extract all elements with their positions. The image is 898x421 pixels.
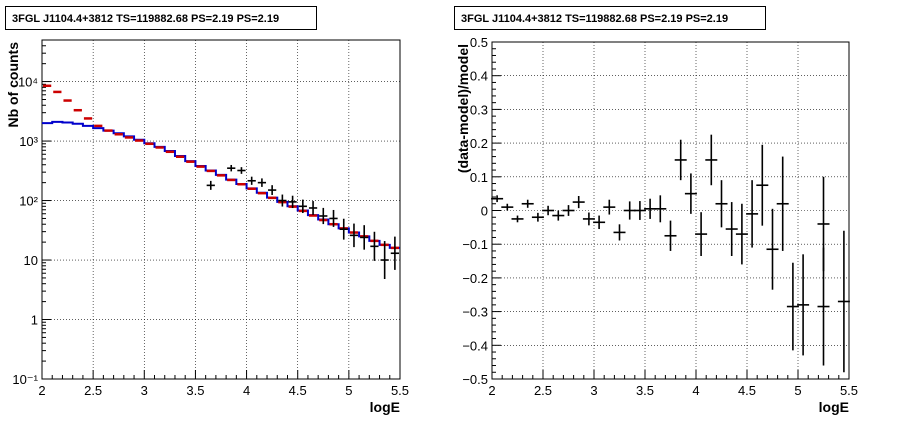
right-x-tick-label: 3 [590,383,597,398]
right-x-axis-label: logE [819,399,849,415]
left-x-tick-label: 4 [243,383,250,398]
left-x-tick-label: 2 [38,383,45,398]
left-x-tick-label: 4.5 [289,383,307,398]
right-x-tick-label: 3.5 [636,383,654,398]
left-y-axis-label: Nb of counts [5,42,21,128]
counts-chart: 2 2.5 3 3.5 4 4.5 5 5.5 10⁻¹ 1 10 10² 10³ 10⁴ logE Nb o… [5,39,409,415]
right-y-axis-label: (data-model)/model [455,44,471,173]
left-x-axis-label: logE [370,399,400,415]
right-y-tick-label: −0.5 [462,372,488,387]
right-y-tick-label: −0.4 [462,338,488,353]
right-x-tick-label: 5.5 [840,383,858,398]
right-chart-title: 3FGL J1104.4+3812 TS=119882.68 PS=2.19 P… [454,6,766,30]
left-chart-title: 3FGL J1104.4+3812 TS=119882.68 PS=2.19 P… [5,6,317,30]
left-chart-panel: 3FGL J1104.4+3812 TS=119882.68 PS=2.19 P… [5,6,409,415]
right-x-tick-label: 4 [692,383,699,398]
left-x-tick-label: 5 [345,383,352,398]
residual-chart: 2 2.5 3 3.5 4 4.5 5 5.5 −0.5 −0.4 −0.3 −0.2 −0.1 0 0.1… [455,35,858,415]
right-y-tick-label: 0 [481,204,488,219]
right-x-tick-label: 5 [794,383,801,398]
left-y-tick-label: 10⁴ [18,75,38,90]
left-plot-frame [41,39,401,380]
right-x-tick-label: 4.5 [738,383,756,398]
right-x-tick-label: 2.5 [534,383,552,398]
left-x-tick-label: 3 [141,383,148,398]
right-y-tick-label: 0.3 [470,102,488,117]
right-x-tick-label: 2 [488,383,495,398]
left-y-tick-label: 10 [24,253,38,268]
left-x-tick-label: 3.5 [186,383,204,398]
right-y-tick-label: −0.2 [462,271,488,286]
right-y-tick-label: −0.3 [462,305,488,320]
right-y-tick-label: 0.2 [470,136,488,151]
right-y-tick-label: −0.1 [462,237,488,252]
left-x-tick-label: 2.5 [84,383,102,398]
left-x-tick-label: 5.5 [391,383,409,398]
right-chart-panel: 3FGL J1104.4+3812 TS=119882.68 PS=2.19 P… [449,0,898,421]
left-y-tick-label: 10³ [19,134,38,149]
right-y-tick-label: 0.5 [470,35,488,50]
left-y-tick-label: 10⁻¹ [12,372,38,387]
right-y-tick-label: 0.1 [470,170,488,185]
left-y-tick-label: 1 [31,313,38,328]
right-y-tick-label: 0.4 [470,69,488,84]
left-y-tick-label: 10² [19,194,38,209]
